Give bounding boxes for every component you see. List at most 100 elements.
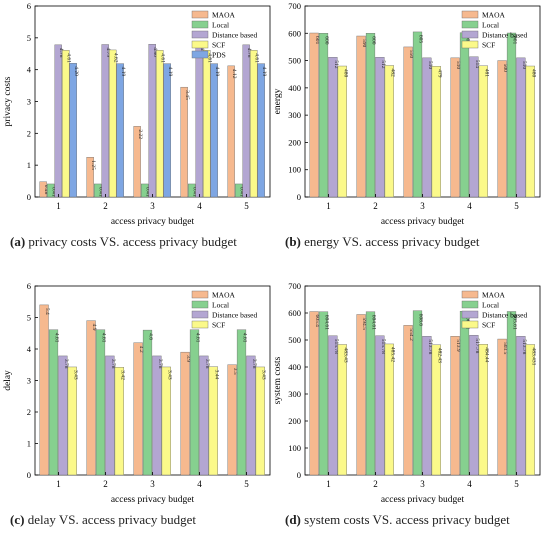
bar bbox=[133, 126, 141, 198]
x-tick-label: 1 bbox=[326, 479, 331, 489]
x-tick-label: 5 bbox=[514, 201, 519, 211]
legend-swatch bbox=[191, 40, 209, 49]
legend-swatch bbox=[461, 40, 479, 49]
y-tick-label: 100 bbox=[288, 443, 301, 453]
bar bbox=[478, 65, 488, 198]
data-label: 0.41 bbox=[98, 187, 104, 197]
y-tick-label: 4 bbox=[27, 65, 32, 75]
bar bbox=[58, 355, 68, 476]
y-tick-label: 200 bbox=[288, 137, 301, 147]
bar bbox=[337, 65, 347, 198]
data-label: 4.78 bbox=[246, 48, 252, 58]
bar bbox=[365, 33, 376, 198]
y-tick-label: 3 bbox=[27, 97, 31, 107]
x-axis-label: access privacy budget bbox=[111, 495, 195, 505]
data-label: 4.19 bbox=[167, 67, 173, 77]
legend-label: Distance based bbox=[212, 311, 257, 320]
legend-swatch bbox=[461, 300, 479, 309]
x-tick-label: 4 bbox=[467, 479, 472, 489]
data-label: 517.78 bbox=[474, 338, 480, 353]
bar bbox=[450, 336, 460, 476]
y-tick-label: 5 bbox=[27, 313, 31, 323]
legend-label: Local bbox=[212, 21, 229, 30]
y-tick-label: 600 bbox=[288, 28, 301, 38]
caption-b: (b) energy VS. access privacy budget bbox=[285, 234, 480, 249]
bar bbox=[431, 344, 441, 476]
data-label: 479 bbox=[436, 69, 442, 78]
bar bbox=[163, 63, 171, 198]
bar bbox=[148, 44, 156, 198]
x-tick-label: 1 bbox=[56, 479, 61, 489]
legend-swatch bbox=[191, 20, 209, 29]
bar bbox=[203, 50, 211, 198]
data-label: 4.2 bbox=[138, 346, 144, 353]
legend-swatch bbox=[191, 320, 209, 329]
bar bbox=[86, 320, 96, 476]
bar bbox=[101, 44, 109, 198]
legend-swatch bbox=[191, 50, 209, 59]
bar bbox=[133, 342, 143, 476]
data-label: 3.43 bbox=[166, 370, 172, 380]
data-label: 3.78 bbox=[63, 359, 69, 369]
x-tick-label: 3 bbox=[420, 201, 425, 211]
data-label: 481 bbox=[483, 69, 489, 78]
data-label: 512 bbox=[333, 60, 339, 69]
bar bbox=[246, 355, 256, 476]
data-label: 515.78 bbox=[380, 339, 386, 354]
bar bbox=[199, 355, 209, 476]
bar bbox=[459, 32, 470, 198]
data-label: 4.61 bbox=[207, 53, 213, 63]
data-label: 512 bbox=[380, 60, 386, 69]
bar bbox=[412, 31, 423, 198]
y-tick-label: 700 bbox=[288, 1, 301, 11]
bar bbox=[142, 329, 153, 476]
x-axis-label: access privacy budget bbox=[381, 217, 465, 227]
x-tick-label: 4 bbox=[197, 479, 202, 489]
data-label: 3.44 bbox=[213, 370, 219, 380]
bar bbox=[525, 344, 535, 476]
data-label: 0.41 bbox=[51, 187, 57, 197]
data-label: 0.48 bbox=[43, 185, 49, 195]
y-tick-label: 0 bbox=[27, 470, 31, 480]
bar bbox=[506, 311, 517, 476]
data-label: 483.43 bbox=[342, 347, 348, 362]
data-label: 602 bbox=[465, 36, 471, 45]
data-label: 4.62 bbox=[113, 53, 119, 63]
data-label: 4.9 bbox=[91, 324, 97, 331]
data-label: 3.43 bbox=[72, 370, 78, 380]
bar bbox=[469, 334, 479, 476]
legend-swatch bbox=[191, 290, 209, 299]
data-label: 0.41 bbox=[145, 187, 151, 197]
data-label: 4.61 bbox=[54, 333, 60, 343]
y-tick-label: 400 bbox=[288, 83, 301, 93]
legend-swatch bbox=[461, 10, 479, 19]
bar bbox=[506, 32, 517, 198]
data-label: 503.5 bbox=[502, 342, 508, 355]
data-label: 500 bbox=[502, 64, 508, 72]
data-label: 3.5 bbox=[232, 368, 238, 375]
bar bbox=[250, 50, 258, 198]
caption-d: (d) system costs VS. access privacy budg… bbox=[285, 512, 510, 527]
bar bbox=[525, 65, 535, 198]
legend-label: Distance based bbox=[482, 311, 527, 320]
y-axis-label: privacy costs bbox=[3, 76, 13, 126]
data-label: 0.41 bbox=[192, 187, 198, 197]
y-tick-label: 2 bbox=[27, 128, 31, 138]
data-label: 483.431 bbox=[530, 347, 536, 365]
bar bbox=[180, 351, 190, 476]
legend-label: SCF bbox=[482, 41, 495, 50]
x-tick-label: 4 bbox=[197, 201, 202, 211]
data-label: 4.61 bbox=[101, 333, 107, 343]
data-label: 2.22 bbox=[137, 129, 143, 139]
bar bbox=[375, 57, 385, 198]
data-label: 3.78 bbox=[204, 359, 210, 369]
data-label: 608.6 bbox=[418, 314, 424, 327]
bar bbox=[152, 355, 162, 476]
data-label: 4.61 bbox=[242, 333, 248, 343]
bar bbox=[109, 49, 117, 198]
bar bbox=[235, 183, 243, 198]
data-label: 604.61 bbox=[371, 315, 377, 330]
